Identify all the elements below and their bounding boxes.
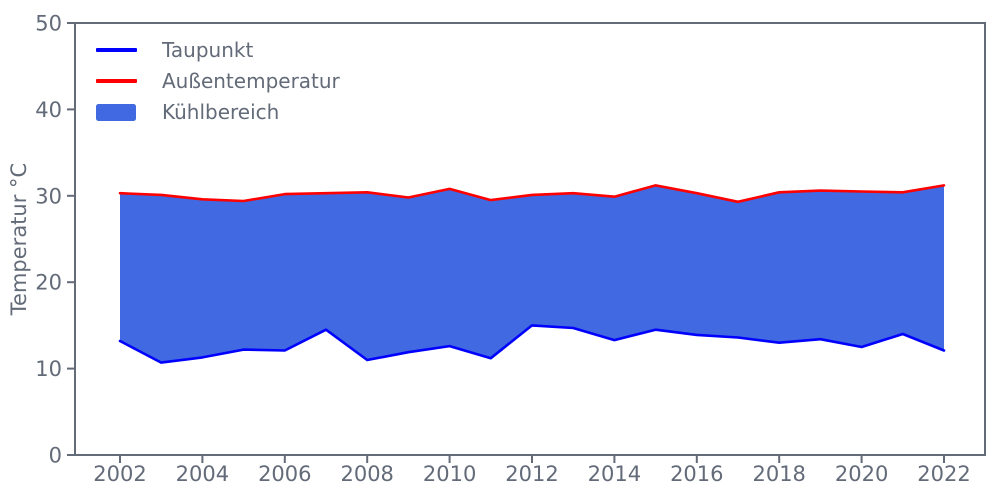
cooling-area-fill: [120, 185, 944, 363]
taupunkt-swatch-box: [96, 39, 137, 61]
y-tick-label: 50: [35, 12, 62, 36]
x-tick-label: 2006: [258, 462, 311, 486]
legend-label-aussentemperatur: Außentemperatur: [162, 69, 340, 93]
legend-label-taupunkt: Taupunkt: [162, 38, 254, 62]
taupunkt-line-swatch-icon: [96, 48, 137, 52]
y-tick-label: 0: [49, 444, 62, 468]
legend-item-taupunkt: Taupunkt: [96, 38, 340, 62]
y-tick-label: 20: [35, 271, 62, 295]
series-line-taupunkt: [118, 324, 946, 364]
aussentemperatur-line-swatch-icon: [96, 79, 137, 83]
x-tick-label: 2022: [917, 462, 970, 486]
kuehlbereich-patch-swatch-icon: [96, 103, 136, 121]
x-tick-label: 2008: [340, 462, 393, 486]
x-tick-label: 2012: [505, 462, 558, 486]
kuehlbereich-area: [120, 185, 944, 363]
plot-spines: [74, 22, 986, 456]
x-tick-label: 2002: [93, 462, 146, 486]
y-tick-label: 30: [35, 184, 62, 208]
chart-legend: Taupunkt Außentemperatur Kühlbereich: [96, 38, 340, 124]
series-line-außentemperatur: [118, 184, 946, 204]
aussentemperatur-swatch-box: [96, 70, 137, 92]
legend-item-kuehlbereich: Kühlbereich: [96, 100, 340, 124]
axes: 2002 2004 2006 2008 2010 2012 2014 2016 2018 2020…: [35, 12, 986, 486]
x-tick-label: 2020: [835, 462, 888, 486]
y-axis-label: Temperatur °C: [7, 163, 31, 316]
y-tick-label: 10: [35, 357, 62, 381]
x-tick-label: 2016: [670, 462, 723, 486]
legend-item-aussentemperatur: Außentemperatur: [96, 69, 340, 93]
x-tick-label: 2018: [752, 462, 805, 486]
x-tick-label: 2010: [423, 462, 476, 486]
y-tick-label: 40: [35, 98, 62, 122]
legend-label-kuehlbereich: Kühlbereich: [162, 100, 280, 124]
x-tick-label: 2014: [588, 462, 641, 486]
series-lines: [118, 184, 946, 364]
x-tick-label: 2004: [176, 462, 229, 486]
kuehlbereich-swatch-box: [96, 101, 137, 123]
